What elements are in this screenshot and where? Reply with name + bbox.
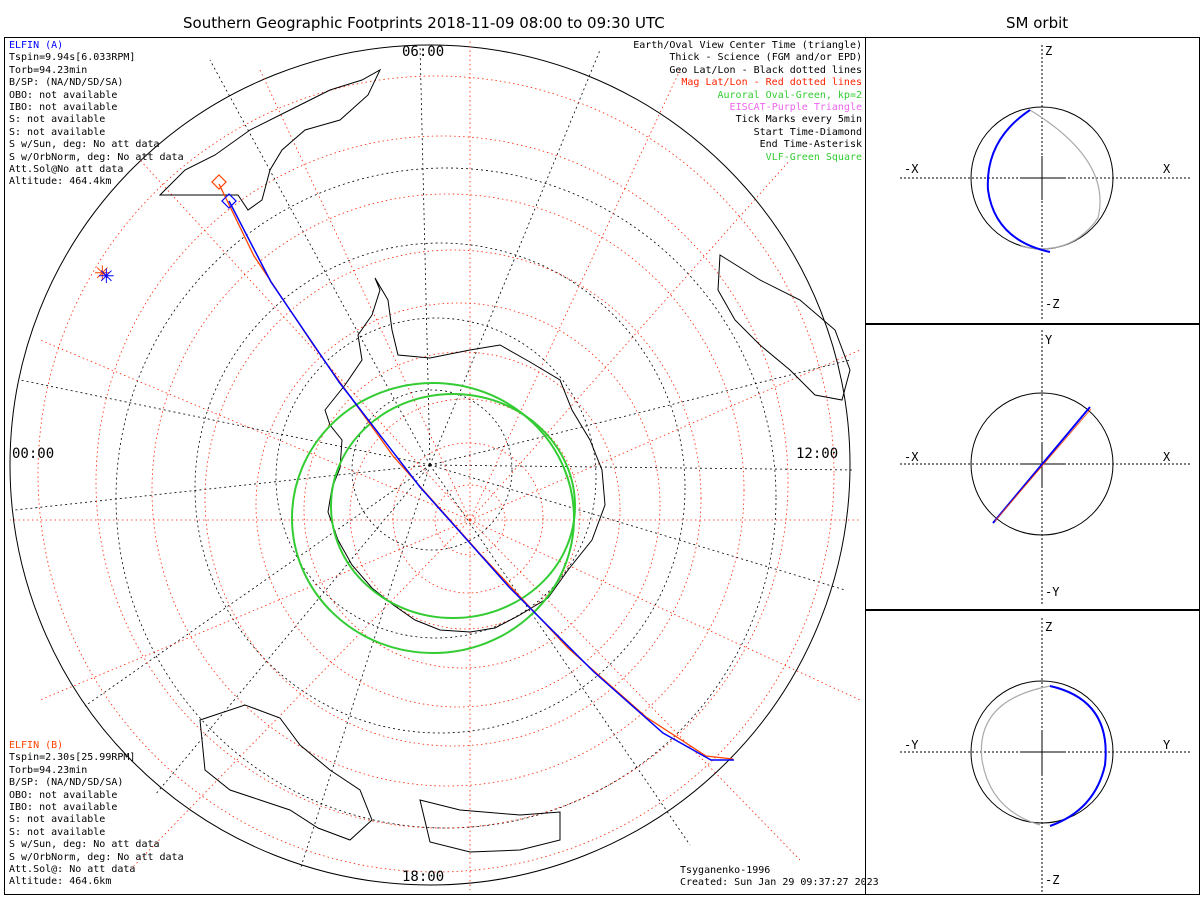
legend: Earth/Oval View Center Time (triangle) T… (633, 40, 862, 164)
elfin-a-line: Att.Sol@No att data (9, 164, 124, 176)
mlt-label-top: 06:00 (402, 44, 445, 60)
elfin-b-track (218, 183, 734, 760)
elfin-a-line: IBO: not available (9, 102, 118, 114)
panel2-label-top: Y (1045, 333, 1053, 347)
mag-grid (10, 40, 861, 890)
panel2-label-right: X (1163, 450, 1171, 464)
mlt-label-bottom: 18:00 (402, 869, 445, 885)
footer-model: Tsyganenko-1996 (680, 865, 771, 876)
elfin-a-line: S w/Sun, deg: No att data (9, 139, 160, 151)
elfin-a-line: Altitude: 464.4km (9, 176, 112, 188)
panel1-label-top: Z (1045, 44, 1053, 58)
legend-item: End Time-Asterisk (759, 139, 862, 151)
orbit-yz (900, 618, 1190, 892)
auroral-oval (291, 382, 576, 654)
orbit-a-path-xy (992, 406, 1091, 524)
coastlines (158, 68, 851, 853)
elfin-a-track (228, 200, 734, 761)
legend-item: Mag Lat/Lon - Red dotted lines (681, 77, 862, 89)
mlt-label-right: 12:00 (796, 446, 839, 462)
footer-created: Created: Sun Jan 29 09:37:27 2023 (680, 877, 879, 888)
orbit-b-path-xy (994, 408, 1092, 522)
south-america-coast (158, 68, 382, 211)
elfin-b-line: Torb=94.23min (9, 764, 88, 776)
polar-map: ✳ ✳ (9, 40, 861, 890)
elfin-b-line: S: not available (9, 814, 106, 826)
legend-item: Thick - Science (FGM and/or EPD) (669, 52, 862, 64)
elfin-a-view-asterisk: ✳ (98, 264, 115, 288)
panel2-label-bottom: -Y (1045, 585, 1060, 599)
legend-item: Tick Marks every 5min (735, 114, 862, 126)
panel1-label-bottom: -Z (1045, 297, 1060, 311)
elfin-a-line: S: not available (9, 114, 106, 126)
elfin-b-line: IBO: not available (9, 802, 118, 814)
legend-item: VLF-Green Square (765, 151, 862, 163)
elfin-b-view-asterisk: ✳ (94, 261, 111, 285)
legend-item: Auroral Oval-Green, kp=2 (717, 89, 863, 101)
orbit-xy (900, 330, 1190, 605)
legend-item: EISCAT-Purple Triangle (729, 102, 862, 114)
elfin-b-line: OBO: not available (9, 789, 118, 801)
elfin-a-start-diamond (221, 193, 237, 209)
panel1-label-right: X (1163, 162, 1171, 176)
elfin-a-line: OBO: not available (9, 89, 118, 101)
elfin-a-line: S: not available (9, 126, 106, 138)
panel3-label-top: Z (1045, 620, 1053, 634)
elfin-b-name: ELFIN (B) (9, 740, 64, 751)
elfin-a-line: Torb=94.23min (9, 64, 88, 76)
elfin-a-line: Tspin=9.94s[6.033RPM] (9, 52, 136, 64)
orbit-xz (900, 45, 1190, 320)
elfin-b-info: ELFIN (B) Tspin=2.30s[25.99RPM] Torb=94.… (9, 740, 184, 889)
elfin-a-name: ELFIN (A) (9, 40, 64, 51)
panel2-label-left: -X (904, 450, 919, 464)
nz-coast (419, 799, 561, 853)
legend-item: Earth/Oval View Center Time (triangle) (633, 40, 862, 51)
orbit-b-path-yz (980, 685, 1051, 826)
elfin-a-line: B/SP: (NA/ND/SD/SA) (9, 77, 124, 89)
elfin-b-line: Tspin=2.30s[25.99RPM] (9, 752, 136, 764)
elfin-b-line: B/SP: (NA/ND/SD/SA) (9, 777, 124, 789)
earth-limb (9, 44, 851, 886)
elfin-a-line: S w/OrbNorm, deg: No att data (9, 151, 184, 163)
panel3-label-right: Y (1163, 738, 1171, 752)
main-title: Southern Geographic Footprints 2018-11-0… (183, 14, 665, 32)
legend-item: Start Time-Diamond (753, 126, 862, 138)
orbit-b-path-xz (1019, 109, 1101, 250)
panel3-label-left: -Y (904, 738, 919, 752)
panel1-label-left: -X (904, 162, 919, 176)
elfin-b-start-diamond (211, 174, 227, 190)
elfin-b-line: Att.Sol@: No att data (9, 864, 136, 876)
australia-coast (199, 704, 373, 841)
mlt-label-left: 00:00 (12, 446, 55, 462)
elfin-b-line: S: not available (9, 826, 106, 838)
elfin-b-line: S w/OrbNorm, deg: No att data (9, 851, 184, 863)
antarctica-coast (324, 277, 606, 633)
legend-item: Geo Lat/Lon - Black dotted lines (669, 64, 862, 76)
panel3-label-bottom: -Z (1045, 873, 1060, 887)
orbit-a-path-xz (986, 109, 1051, 253)
elfin-a-info: ELFIN (A) Tspin=9.94s[6.033RPM] Torb=94.… (9, 40, 184, 189)
elfin-b-line: Altitude: 464.6km (9, 876, 112, 888)
africa-coast (717, 254, 851, 401)
orbit-title: SM orbit (1006, 14, 1069, 32)
elfin-b-line: S w/Sun, deg: No att data (9, 839, 160, 851)
orbit-a-path-yz (1049, 685, 1107, 827)
